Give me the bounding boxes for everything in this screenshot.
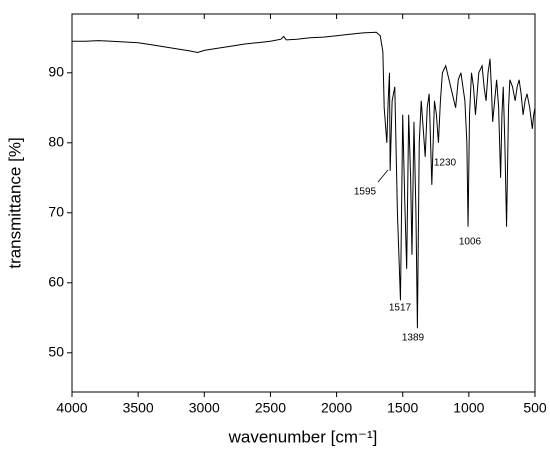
y-tick-label: 50 — [48, 344, 64, 360]
peak-label: 1517 — [389, 303, 412, 314]
x-tick-label: 500 — [523, 400, 547, 416]
x-axis-label: wavenumber [cm⁻¹] — [228, 427, 378, 446]
x-tick-label: 3500 — [123, 400, 154, 416]
x-tick-label: 3000 — [189, 400, 220, 416]
y-tick-label: 80 — [48, 134, 64, 150]
x-tick-label: 2500 — [255, 400, 286, 416]
y-tick-label: 70 — [48, 204, 64, 220]
peak-label: 1230 — [434, 158, 457, 169]
x-tick-label: 4000 — [56, 400, 87, 416]
peak-label: 1006 — [459, 237, 482, 248]
leader-line — [377, 169, 389, 183]
y-tick-label: 60 — [48, 274, 64, 290]
x-tick-label: 2000 — [321, 400, 352, 416]
x-tick-label: 1000 — [453, 400, 484, 416]
y-axis-label: transmittance [%] — [5, 137, 24, 268]
y-tick-label: 90 — [48, 64, 64, 80]
x-tick-label: 1500 — [387, 400, 418, 416]
spectrum-line — [72, 31, 536, 329]
plot-frame — [71, 13, 536, 393]
peak-label: 1389 — [402, 333, 425, 344]
peak-label: 1595 — [354, 187, 377, 198]
